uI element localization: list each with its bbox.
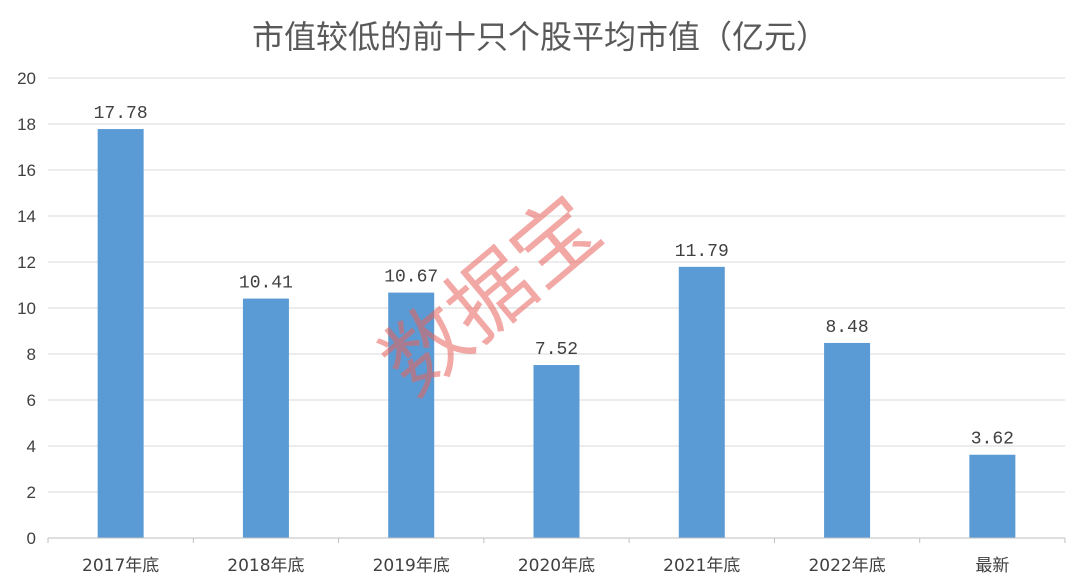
x-tick-label: 2019年底 — [373, 556, 450, 576]
data-label: 8.48 — [825, 318, 868, 338]
y-tick-label: 2 — [27, 483, 36, 502]
bar — [97, 129, 144, 538]
x-tick-label: 2018年底 — [227, 556, 304, 576]
y-tick-label: 18 — [17, 115, 36, 134]
data-label: 10.67 — [384, 268, 438, 288]
y-tick-label: 10 — [17, 299, 36, 318]
y-tick-label: 0 — [27, 529, 36, 548]
data-label: 7.52 — [535, 340, 578, 360]
y-tick-label: 8 — [27, 345, 36, 364]
chart-title: 市值较低的前十只个股平均市值（亿元） — [252, 18, 828, 56]
gridlines — [48, 77, 1065, 493]
y-tick-label: 16 — [17, 161, 36, 180]
bar — [824, 342, 871, 538]
x-tick-label: 2020年底 — [518, 556, 595, 576]
x-tick-label: 2022年底 — [808, 556, 885, 576]
x-tick-label: 最新 — [975, 556, 1009, 576]
bar — [388, 292, 435, 538]
x-axis: 2017年底 2018年底 2019年底 2020年底 2021年底 2022年底 最新 — [47, 537, 1066, 576]
y-tick-label: 4 — [27, 437, 36, 456]
bars — [97, 129, 1016, 538]
bar — [533, 365, 580, 538]
y-axis: 0 2 4 6 8 10 12 14 16 18 20 — [17, 69, 36, 548]
x-tick-label: 2021年底 — [663, 556, 740, 576]
y-tick-label: 6 — [27, 391, 36, 410]
bar — [678, 266, 725, 538]
data-label: 10.41 — [239, 274, 293, 294]
x-tick-label: 2017年底 — [82, 556, 159, 576]
bar — [969, 454, 1016, 538]
y-tick-label: 14 — [17, 207, 36, 226]
data-label: 11.79 — [675, 242, 729, 262]
y-tick-label: 20 — [17, 69, 36, 88]
data-labels: 17.78 10.41 10.67 7.52 11.79 8.48 3.62 — [94, 104, 1014, 450]
y-tick-label: 12 — [17, 253, 36, 272]
data-label: 17.78 — [94, 104, 148, 124]
data-label: 3.62 — [971, 430, 1014, 450]
bar — [242, 298, 289, 538]
